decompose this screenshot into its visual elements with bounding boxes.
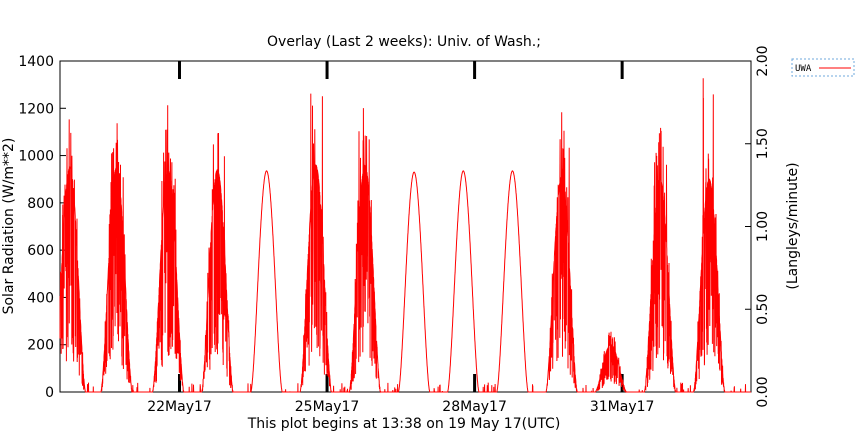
- y-tick-label: 1400: [18, 54, 54, 70]
- y-axis-left: 0 200 400 600 800 1000 1200 1400: [18, 54, 66, 401]
- x-tick-label: 28May17: [442, 399, 507, 415]
- y2-tick-label: 0.00: [755, 376, 771, 407]
- legend-box: [791, 58, 855, 77]
- x-tick-label: 22May17: [147, 399, 212, 415]
- legend-label: UWA: [795, 64, 812, 74]
- y-tick-label: 800: [27, 196, 54, 212]
- y2-axis-label: (Langleys/minute): [785, 162, 801, 289]
- y2-tick-label: 2.00: [755, 45, 771, 76]
- y-tick-label: 0: [45, 385, 54, 401]
- x-axis-label: This plot begins at 13:38 on 19 May 17(U…: [247, 416, 561, 432]
- series-line-uwa: [59, 78, 751, 394]
- y-tick-label: 1000: [18, 149, 54, 165]
- x-tick-label: 25May17: [295, 399, 360, 415]
- y-tick-label: 400: [27, 290, 54, 306]
- series-layer: [59, 78, 751, 394]
- y2-tick-label: 0.50: [755, 294, 771, 325]
- y2-tick-label: 1.50: [755, 128, 771, 159]
- y-axis-right: 0.00 0.50 1.00 1.50 2.00: [745, 45, 771, 408]
- y-axis-label: Solar Radiation (W/m**2): [1, 138, 17, 315]
- legend: UWA: [791, 58, 855, 77]
- y2-tick-label: 1.00: [755, 211, 771, 242]
- x-tick-label: 31May17: [590, 399, 655, 415]
- y-tick-label: 1200: [18, 101, 54, 117]
- plot-frame: [59, 60, 752, 393]
- chart-title: Overlay (Last 2 weeks): Univ. of Wash.;: [267, 34, 541, 50]
- y-tick-label: 200: [27, 338, 54, 354]
- y-tick-label: 600: [27, 243, 54, 259]
